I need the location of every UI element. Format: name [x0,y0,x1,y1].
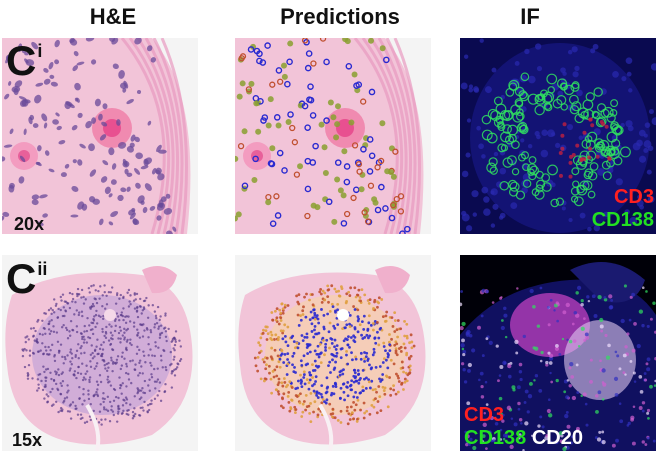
row-label-ii-sup: ii [37,259,48,279]
if-panel-row-ii [460,255,656,451]
row-label-i-letter: C [6,37,37,84]
if-legend-row-ii: CD3 CD138 CD20 [464,404,583,450]
legend-cd138: CD138 [464,427,527,449]
column-header-he: H&E [89,4,137,29]
legend-cd3: CD3 [613,186,654,208]
row-label-i-sup: i [37,41,43,61]
row-label-ii-letter: C [6,255,37,302]
if-legend-row-i: CD3 CD138 [592,186,654,232]
predictions-panel-row-i [235,38,431,234]
row-label-i: Ci [6,40,42,82]
column-header-predictions: Predictions [280,4,400,29]
legend-cd138: CD138 [591,209,654,231]
magnification-row-i: 20x [14,214,45,234]
legend-cd3: CD3 [464,404,505,426]
he-panel-row-ii [2,255,198,451]
column-header-if: IF [520,4,540,29]
predictions-panel-row-ii [235,255,431,451]
he-panel-row-i [2,38,198,234]
if-panel-row-i [460,38,656,234]
legend-cd20: CD20 [531,427,583,449]
magnification-row-ii: 15x [12,430,43,450]
row-label-ii: Cii [6,258,47,300]
